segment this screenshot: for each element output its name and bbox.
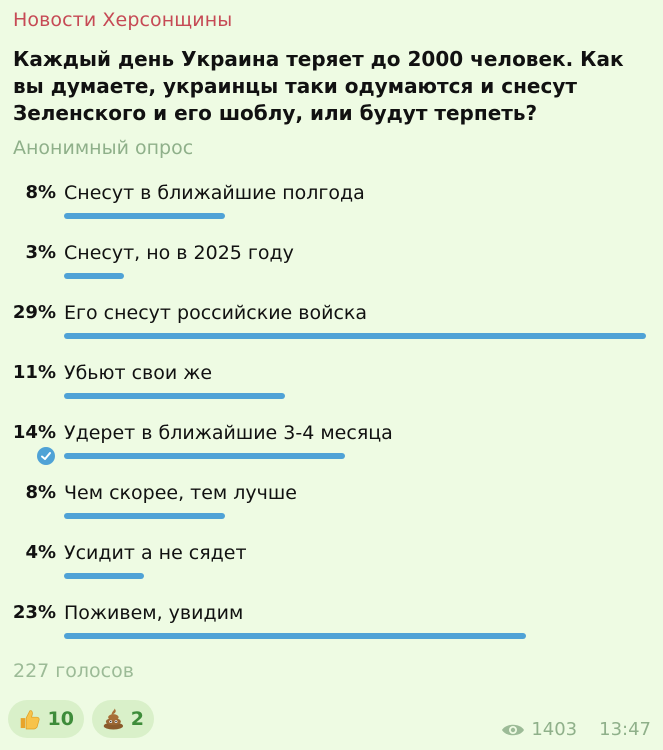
option-label: Его снесут российские войска	[64, 302, 368, 324]
reaction-count: 10	[47, 708, 74, 730]
option-percent: 3%	[25, 242, 56, 263]
message-meta: 1403 13:47	[501, 719, 651, 740]
poll-option[interactable]: 3% Снесут, но в 2025 году	[0, 242, 663, 300]
option-percent: 29%	[12, 302, 56, 323]
reaction-poop[interactable]: 2	[92, 700, 154, 738]
selected-check-icon	[37, 447, 55, 465]
channel-name[interactable]: Новости Херсонщины	[13, 9, 233, 31]
option-result-bar	[64, 333, 646, 339]
view-count: 1403	[531, 719, 578, 740]
option-result-bar	[64, 453, 345, 459]
option-percent: 8%	[25, 182, 56, 203]
option-percent: 4%	[25, 542, 56, 563]
option-label: Удерет в ближайшие 3-4 месяца	[64, 422, 393, 444]
poll-option[interactable]: 8% Снесут в ближайшие полгода	[0, 182, 663, 240]
eye-icon	[502, 724, 525, 735]
option-percent: 8%	[25, 482, 56, 503]
option-label: Убьют свои же	[64, 362, 213, 384]
poll-option[interactable]: 11% Убьют свои же	[0, 362, 663, 420]
reaction-count: 2	[130, 708, 144, 730]
option-result-bar	[64, 633, 526, 639]
option-percent: 11%	[12, 362, 56, 383]
option-result-bar	[64, 513, 225, 519]
option-result-bar	[64, 393, 285, 399]
votes-count[interactable]: 227 голосов	[13, 660, 134, 682]
option-label: Поживем, увидим	[64, 602, 244, 624]
poop-icon	[103, 708, 124, 730]
poll-option[interactable]: 8% Чем скорее, тем лучше	[0, 482, 663, 540]
option-result-bar	[64, 573, 144, 579]
option-label: Снесут в ближайшие полгода	[64, 182, 365, 204]
option-percent: 14%	[12, 422, 56, 443]
thumbs-up-icon	[20, 710, 40, 730]
poll-option[interactable]: 23% Поживем, увидим	[0, 602, 663, 660]
poll-type-label: Анонимный опрос	[13, 137, 194, 159]
option-label: Снесут, но в 2025 году	[64, 242, 294, 264]
option-label: Чем скорее, тем лучше	[64, 482, 297, 504]
message-time: 13:47	[599, 719, 651, 740]
poll-option[interactable]: 29% Его снесут российские войска	[0, 302, 663, 360]
option-result-bar	[64, 213, 225, 219]
poll-option[interactable]: 4% Усидит а не сядет	[0, 542, 663, 600]
poll-option[interactable]: 14% Удерет в ближайшие 3-4 месяца	[0, 422, 663, 480]
reaction-thumbs-up[interactable]: 10	[8, 700, 84, 738]
option-result-bar	[64, 273, 124, 279]
option-label: Усидит а не сядет	[64, 542, 247, 564]
poll-question: Каждый день Украина теряет до 2000 челов…	[13, 47, 624, 125]
option-percent: 23%	[12, 602, 56, 623]
